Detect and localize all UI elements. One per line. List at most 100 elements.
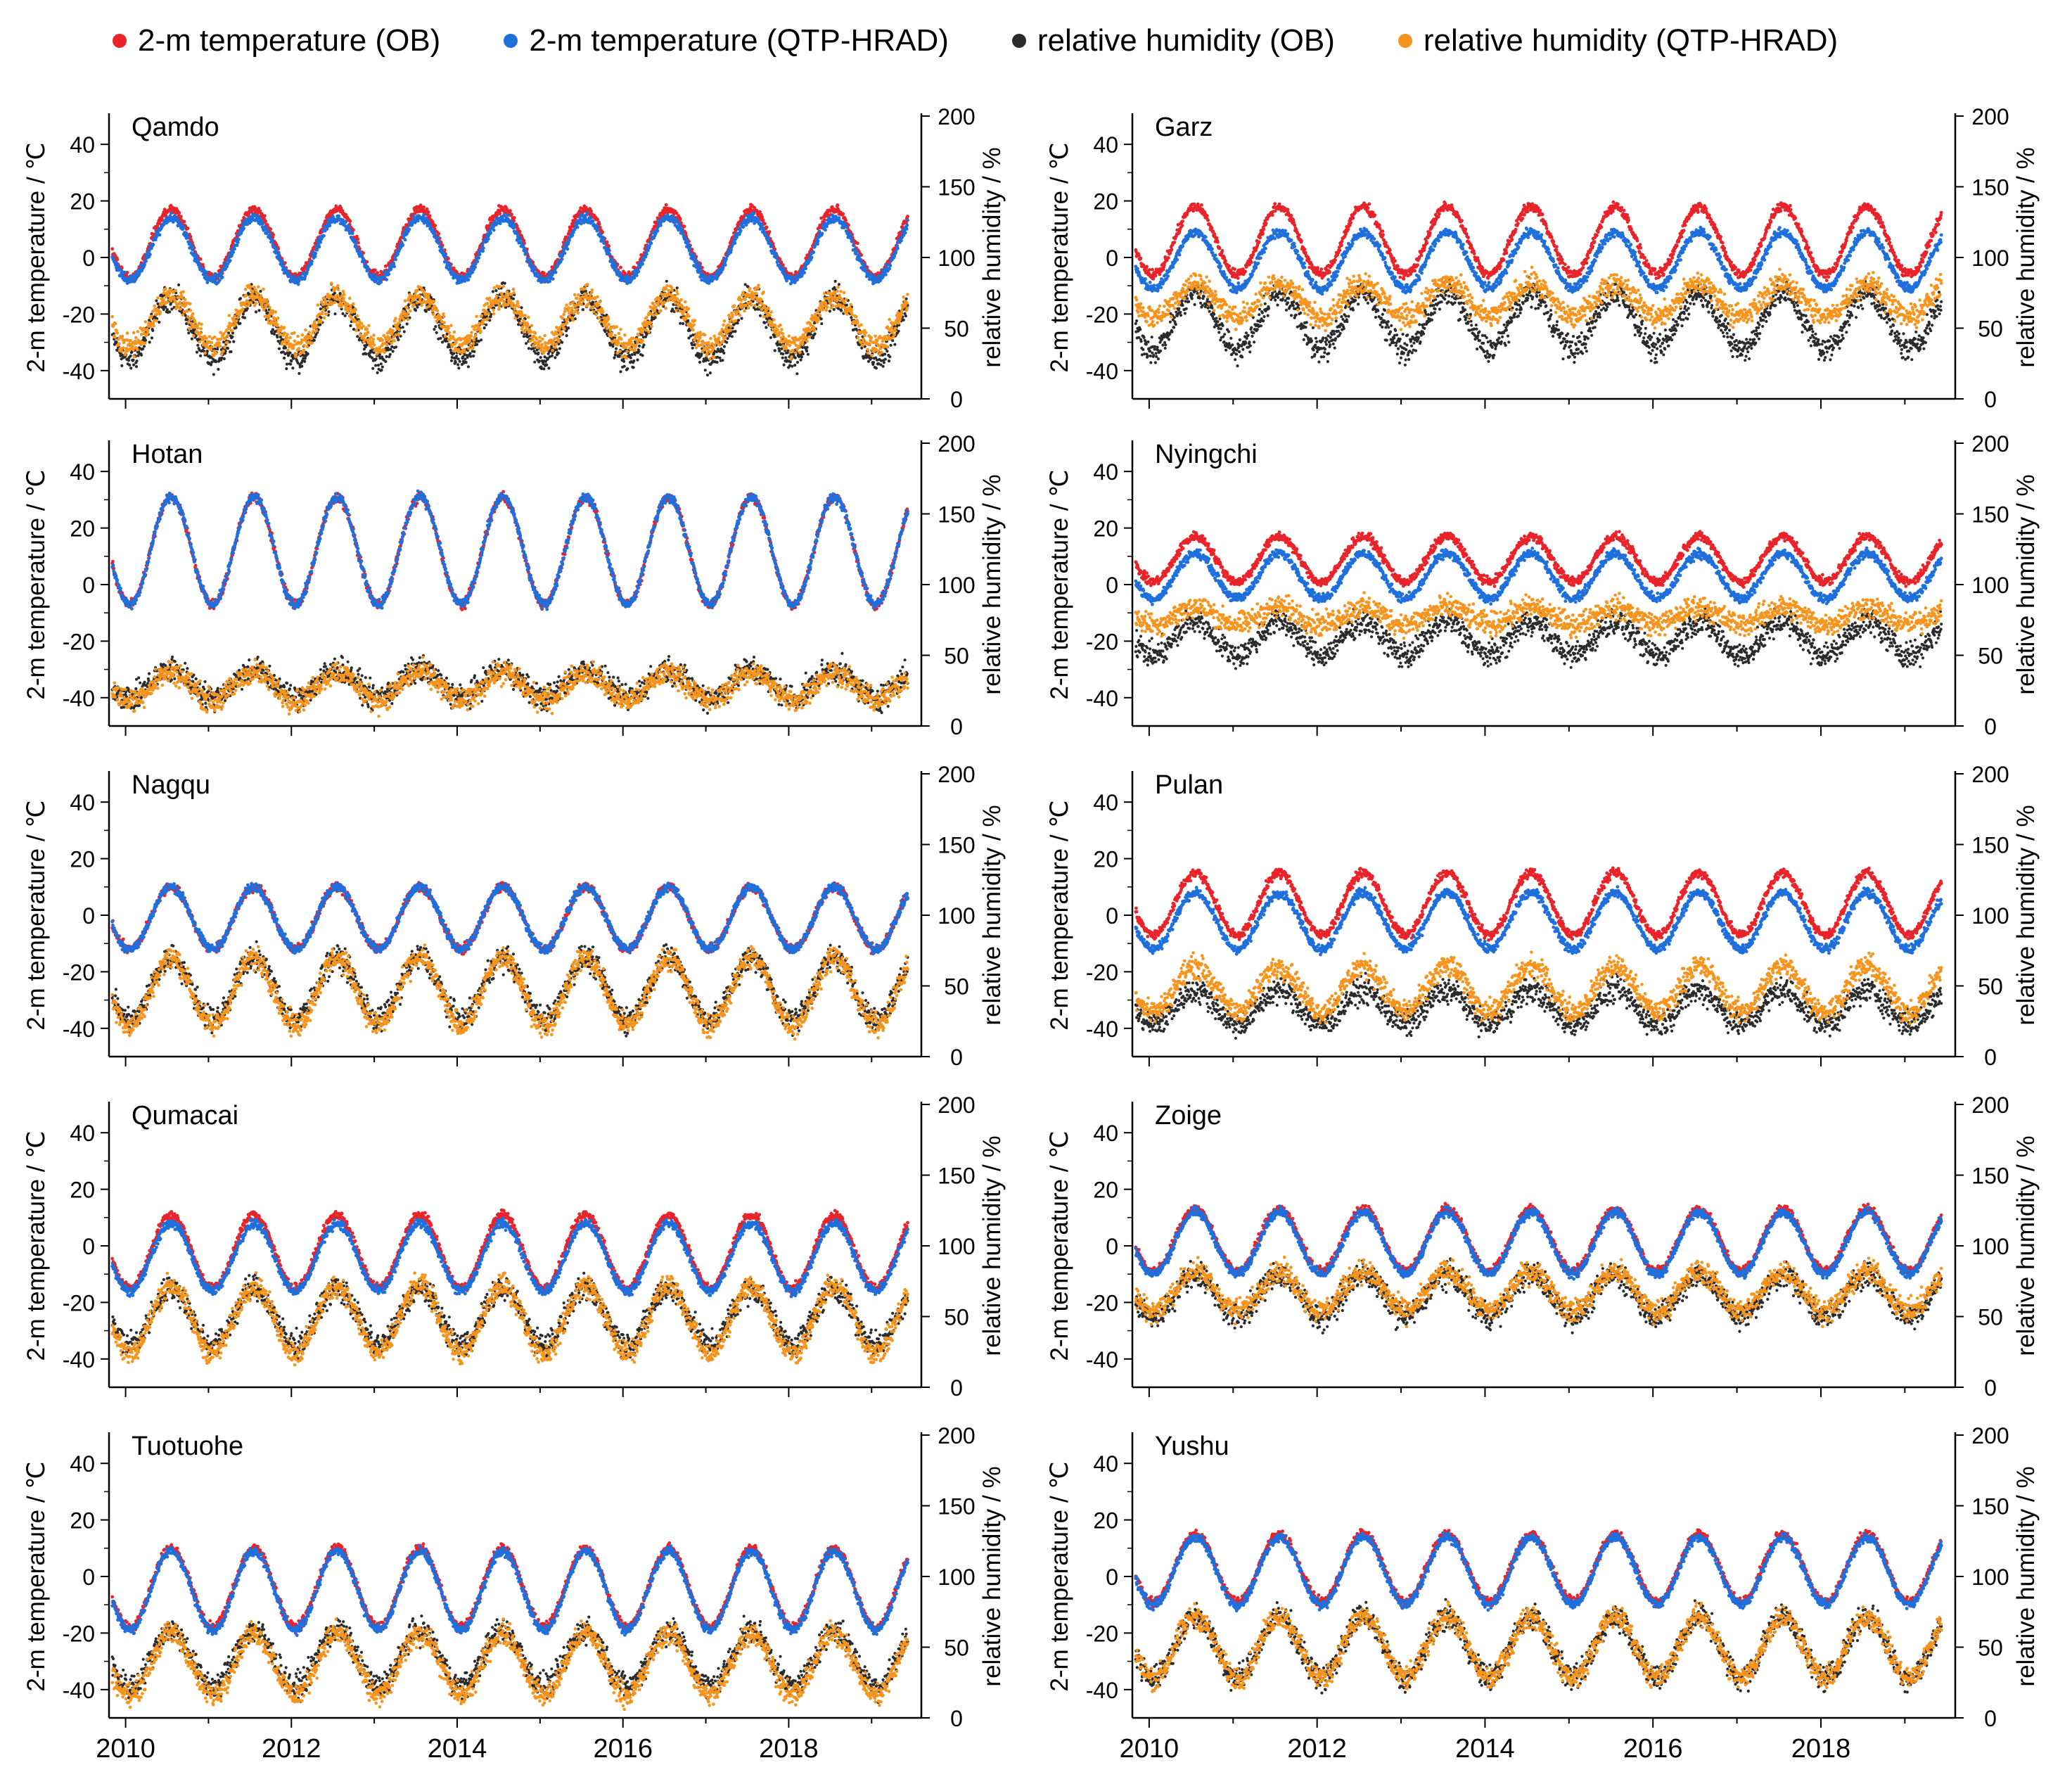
rh-hrad-point xyxy=(226,341,229,345)
rh-hrad-point xyxy=(188,317,191,320)
rh-ob-point xyxy=(259,290,262,293)
rh-hrad-point xyxy=(495,295,499,298)
rh-hrad-point xyxy=(219,345,222,348)
rh-hrad-point xyxy=(203,352,207,355)
rh-ob-point xyxy=(763,321,766,324)
rh-hrad-point xyxy=(219,338,223,341)
rh-hrad-point xyxy=(231,329,234,333)
rh-hrad-point xyxy=(200,323,203,326)
rh-ob-point xyxy=(456,363,459,366)
rh-hrad-point xyxy=(198,340,202,344)
rh-ob-point xyxy=(883,361,885,364)
rh-ob-point xyxy=(196,351,198,354)
rh-hrad-point xyxy=(405,307,409,310)
rh-hrad-point xyxy=(348,297,352,300)
rh-hrad-point xyxy=(470,331,473,334)
rh-ob-point xyxy=(392,350,395,352)
rh-ob-point xyxy=(463,357,466,360)
rh-hrad-point xyxy=(436,309,440,312)
rh-hrad-point xyxy=(246,300,250,304)
rh-ob-point xyxy=(485,324,487,326)
rh-ob-point xyxy=(569,319,572,321)
rh-hrad-point xyxy=(156,296,160,300)
rh-hrad-point xyxy=(373,343,376,347)
rh-ob-point xyxy=(805,350,808,352)
rh-hrad-point xyxy=(390,342,393,345)
rh-hrad-point xyxy=(517,305,520,308)
rh-ob-point xyxy=(641,354,644,357)
rh-hrad-point xyxy=(265,298,269,302)
rh-hrad-point xyxy=(481,321,485,325)
rh-ob-point xyxy=(807,353,810,356)
rh-ob-point xyxy=(327,310,330,313)
rh-ob-point xyxy=(239,297,242,300)
rh-ob-point xyxy=(143,345,146,348)
rh-hrad-point xyxy=(247,303,250,307)
rh-hrad-point xyxy=(362,324,365,328)
rh-ob-point xyxy=(319,307,322,310)
rh-ob-point xyxy=(286,363,288,366)
rh-hrad-point xyxy=(316,303,320,307)
rh-hrad-point xyxy=(487,312,490,315)
rh-hrad-point xyxy=(321,310,324,314)
rh-hrad-point xyxy=(310,337,314,340)
rh-ob-point xyxy=(642,343,645,346)
rh-hrad-point xyxy=(136,330,140,333)
rh-ob-point xyxy=(591,301,594,304)
rh-ob-point xyxy=(870,357,873,359)
rh-hrad-point xyxy=(301,333,305,337)
rh-ob-point xyxy=(381,366,384,369)
rh-ob-point xyxy=(242,312,245,315)
rh-tick-label: 100 xyxy=(938,246,975,271)
rh-ob-point xyxy=(691,333,694,336)
rh-ob-point xyxy=(615,348,618,350)
rh-hrad-point xyxy=(363,338,366,341)
rh-ob-point xyxy=(794,357,797,359)
rh-hrad-point xyxy=(274,310,278,314)
rh-hrad-point xyxy=(208,335,212,338)
rh-hrad-point xyxy=(192,334,196,338)
rh-ob-point xyxy=(454,361,457,364)
rh-hrad-point xyxy=(596,295,599,299)
rh-ob-point xyxy=(155,299,158,302)
rh-hrad-point xyxy=(162,292,166,295)
rh-ob-point xyxy=(356,335,359,338)
rh-ob-point xyxy=(765,326,767,329)
rh-hrad-point xyxy=(233,314,236,318)
rh-ob-point xyxy=(376,371,379,374)
figure-panels: 40200-20-402001501005002-m temperature /… xyxy=(0,0,2072,1784)
rh-ob-point xyxy=(473,350,475,353)
rh-hrad-point xyxy=(181,290,185,293)
rh-ob-point xyxy=(626,367,629,370)
rh-ob-point xyxy=(523,335,525,338)
rh-ob-point xyxy=(820,317,823,320)
rh-hrad-point xyxy=(597,303,601,307)
rh-hrad-point xyxy=(249,285,252,288)
rh-hrad-point xyxy=(257,286,260,289)
rh-hrad-point xyxy=(519,321,523,325)
rh-ob-point xyxy=(468,352,471,355)
rh-ob-point xyxy=(539,356,542,359)
right-axis-title: relative humidity / % xyxy=(978,147,1006,367)
rh-hrad-point xyxy=(186,310,189,313)
rh-hrad-point xyxy=(420,304,423,307)
rh-ob-point xyxy=(897,330,900,333)
rh-ob-point xyxy=(380,362,383,365)
rh-ob-point xyxy=(385,355,388,358)
rh-hrad-point xyxy=(143,342,147,345)
rh-ob-point xyxy=(364,352,367,355)
rh-hrad-point xyxy=(326,306,329,310)
rh-hrad-point xyxy=(592,310,596,314)
rh-ob-point xyxy=(769,336,772,339)
rh-hrad-point xyxy=(319,321,323,324)
rh-hrad-point xyxy=(599,300,602,304)
rh-ob-point xyxy=(793,364,796,367)
rh-hrad-point xyxy=(388,337,392,340)
rh-hrad-point xyxy=(360,321,364,325)
rh-hrad-point xyxy=(179,301,182,305)
rh-ob-point xyxy=(166,308,169,311)
rh-hrad-point xyxy=(340,303,344,307)
rh-hrad-point xyxy=(293,331,296,335)
rh-ob-point xyxy=(290,359,293,362)
rh-hrad-point xyxy=(407,318,410,321)
